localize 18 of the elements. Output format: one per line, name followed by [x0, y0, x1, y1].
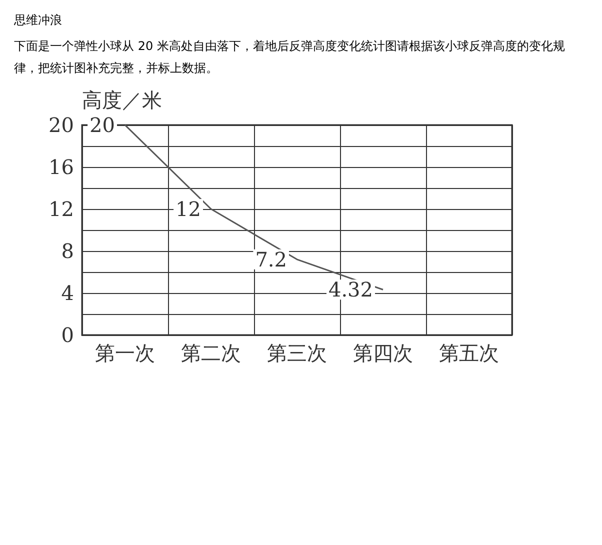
y-tick-label: 0: [61, 323, 74, 347]
y-tick-label: 12: [48, 197, 74, 221]
data-label: 7.2: [255, 247, 287, 272]
x-tick-label: 第三次: [267, 341, 327, 365]
y-tick-label: 8: [61, 239, 74, 263]
data-label: 12: [176, 197, 201, 221]
chart-title: 思维冲浪: [14, 12, 63, 29]
y-axis-title: 高度／米: [82, 88, 162, 112]
x-tick-label: 第二次: [181, 341, 241, 365]
chart-subtitle: 下面是一个弹性小球从 20 米高处自由落下，着地后反弹高度变化统计图请根据该小球反弹高度的变化规律，把统计图补充完整，并标上数据。: [14, 38, 566, 77]
x-tick-label: 第四次: [353, 341, 413, 365]
data-label: 20: [90, 113, 115, 137]
x-tick-label: 第一次: [95, 341, 155, 365]
x-tick-label: 第五次: [439, 341, 499, 365]
y-tick-label: 20: [48, 113, 74, 137]
y-tick-label: 4: [61, 281, 74, 305]
y-tick-label: 16: [48, 155, 74, 179]
data-label: 4.32: [328, 278, 373, 302]
